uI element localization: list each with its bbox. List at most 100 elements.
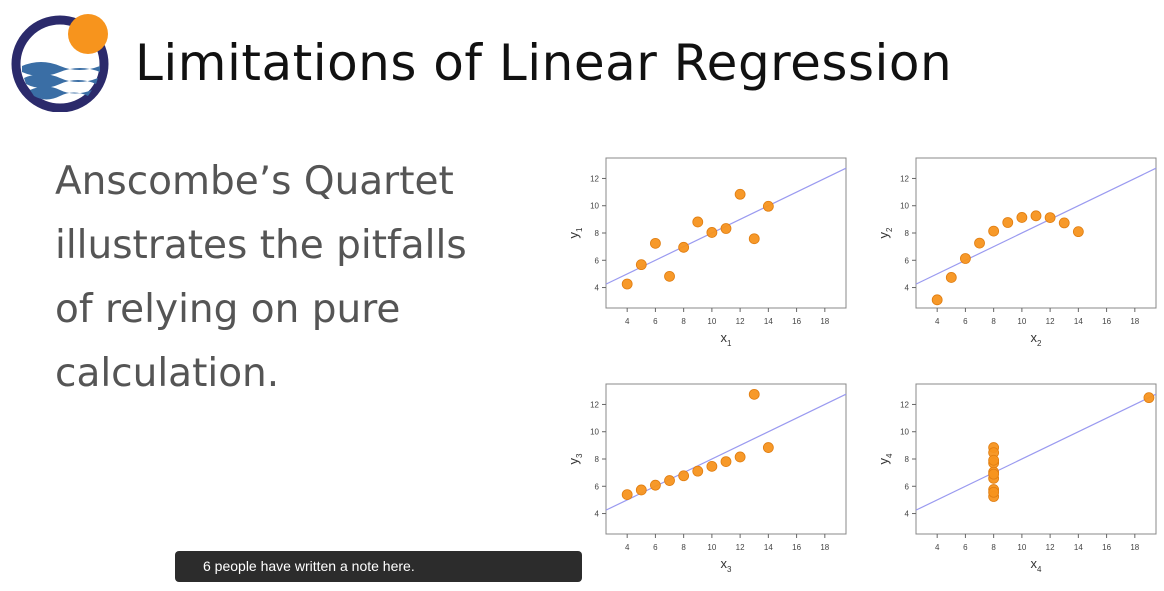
data-point	[678, 470, 690, 482]
y-axis-label-subscript: 4	[885, 453, 894, 458]
description-line: of relying on pure	[55, 287, 401, 332]
x-tick-label: 8	[991, 317, 996, 326]
x-tick-label: 16	[792, 317, 801, 326]
x-tick-label: 10	[1017, 317, 1026, 326]
data-point	[664, 475, 675, 486]
y-tick-label: 6	[595, 256, 600, 265]
y-tick-label: 8	[905, 455, 910, 464]
x-tick-label: 6	[963, 317, 968, 326]
y-axis-label: y4	[876, 453, 894, 465]
data-point	[988, 454, 1000, 466]
data-point	[945, 272, 957, 283]
x-tick-label: 16	[1102, 543, 1111, 552]
data-point	[678, 241, 690, 253]
logo-wave-3	[30, 86, 92, 100]
y-tick-label: 4	[905, 284, 910, 293]
x-axis-label-subscript: 2	[1037, 339, 1042, 348]
x-tick-label: 14	[764, 543, 773, 552]
data-point	[720, 456, 732, 467]
notes-banner[interactable]: 6 people have written a note here.	[175, 551, 582, 582]
x-tick-label: 12	[736, 317, 745, 326]
x-axis-label-subscript: 3	[727, 565, 732, 574]
data-point	[621, 489, 633, 500]
data-point	[650, 479, 661, 491]
plot-frame	[915, 383, 1157, 535]
y-tick-label: 10	[590, 202, 599, 211]
data-point	[692, 465, 704, 477]
x-tick-label: 4	[935, 543, 940, 552]
data-point	[664, 270, 675, 282]
x-tick-label: 8	[681, 317, 686, 326]
scatter-chart-1: 4 6 8 10 12 14 16 18 4 6 8 10 12 x1 y1	[560, 150, 850, 365]
x-axis-label-subscript: 4	[1037, 565, 1042, 574]
page-title: Limitations of Linear Regression	[135, 34, 953, 92]
x-axis-label: x1	[721, 330, 733, 348]
x-tick-label: 6	[653, 543, 658, 552]
data-point	[650, 237, 661, 249]
x-tick-label: 18	[820, 317, 829, 326]
data-point	[720, 223, 732, 234]
y-tick-label: 10	[590, 428, 599, 437]
x-tick-label: 18	[1130, 317, 1139, 326]
data-point	[748, 388, 760, 400]
x-axis-label-subscript: 1	[727, 339, 732, 348]
y-axis-label: y3	[566, 453, 584, 465]
description-line: calculation.	[55, 351, 280, 396]
y-axis-label-subscript: 1	[575, 227, 584, 232]
logo-sun	[68, 14, 108, 54]
y-tick-label: 12	[590, 174, 599, 183]
y-axis-label-subscript: 3	[575, 453, 584, 458]
data-point	[762, 200, 774, 212]
data-point	[988, 468, 1000, 480]
y-tick-label: 12	[590, 400, 599, 409]
x-tick-label: 8	[991, 543, 996, 552]
x-tick-label: 14	[1074, 317, 1083, 326]
data-point	[748, 233, 760, 245]
y-tick-label: 10	[900, 202, 909, 211]
y-tick-label: 6	[905, 256, 910, 265]
data-point	[974, 237, 985, 249]
y-axis-label: y1	[566, 227, 584, 239]
scatter-chart-3: 4 6 8 10 12 14 16 18 4 6 8 10 12 x3 y3	[560, 376, 850, 591]
regression-line	[915, 393, 1157, 511]
data-point	[635, 259, 647, 271]
data-point	[734, 188, 746, 200]
data-point	[1058, 217, 1070, 229]
y-tick-label: 8	[595, 455, 600, 464]
y-tick-label: 8	[905, 229, 910, 238]
regression-line	[915, 167, 1157, 285]
data-point	[1030, 210, 1042, 222]
y-tick-label: 10	[900, 428, 909, 437]
x-tick-label: 12	[736, 543, 745, 552]
scatter-chart-4: 4 6 8 10 12 14 16 18 4 6 8 10 12 x4 y4	[870, 376, 1160, 591]
data-point	[960, 253, 971, 264]
x-tick-label: 10	[1017, 543, 1026, 552]
x-tick-label: 10	[707, 543, 716, 552]
data-point	[635, 484, 647, 496]
description-text: Anscombe’s Quartet illustrates the pitfa…	[55, 150, 555, 406]
x-axis-label: x3	[721, 556, 733, 574]
x-tick-label: 18	[820, 543, 829, 552]
y-tick-label: 6	[595, 482, 600, 491]
y-tick-label: 8	[595, 229, 600, 238]
y-tick-label: 6	[905, 482, 910, 491]
logo-graphic	[11, 14, 109, 113]
x-tick-label: 4	[625, 543, 630, 552]
y-tick-label: 4	[595, 510, 600, 519]
data-point	[1044, 212, 1056, 223]
x-tick-label: 14	[1074, 543, 1083, 552]
data-point	[988, 486, 1000, 498]
plot-frame	[915, 157, 1157, 309]
y-tick-label: 12	[900, 400, 909, 409]
data-point	[734, 451, 746, 463]
description-line: Anscombe’s Quartet	[55, 159, 454, 204]
data-point	[1002, 217, 1014, 228]
data-point	[988, 225, 1000, 237]
logo-wave-1	[22, 62, 100, 76]
x-tick-label: 14	[764, 317, 773, 326]
x-tick-label: 6	[653, 317, 658, 326]
logo-wave-2	[24, 74, 98, 88]
x-tick-label: 6	[963, 543, 968, 552]
